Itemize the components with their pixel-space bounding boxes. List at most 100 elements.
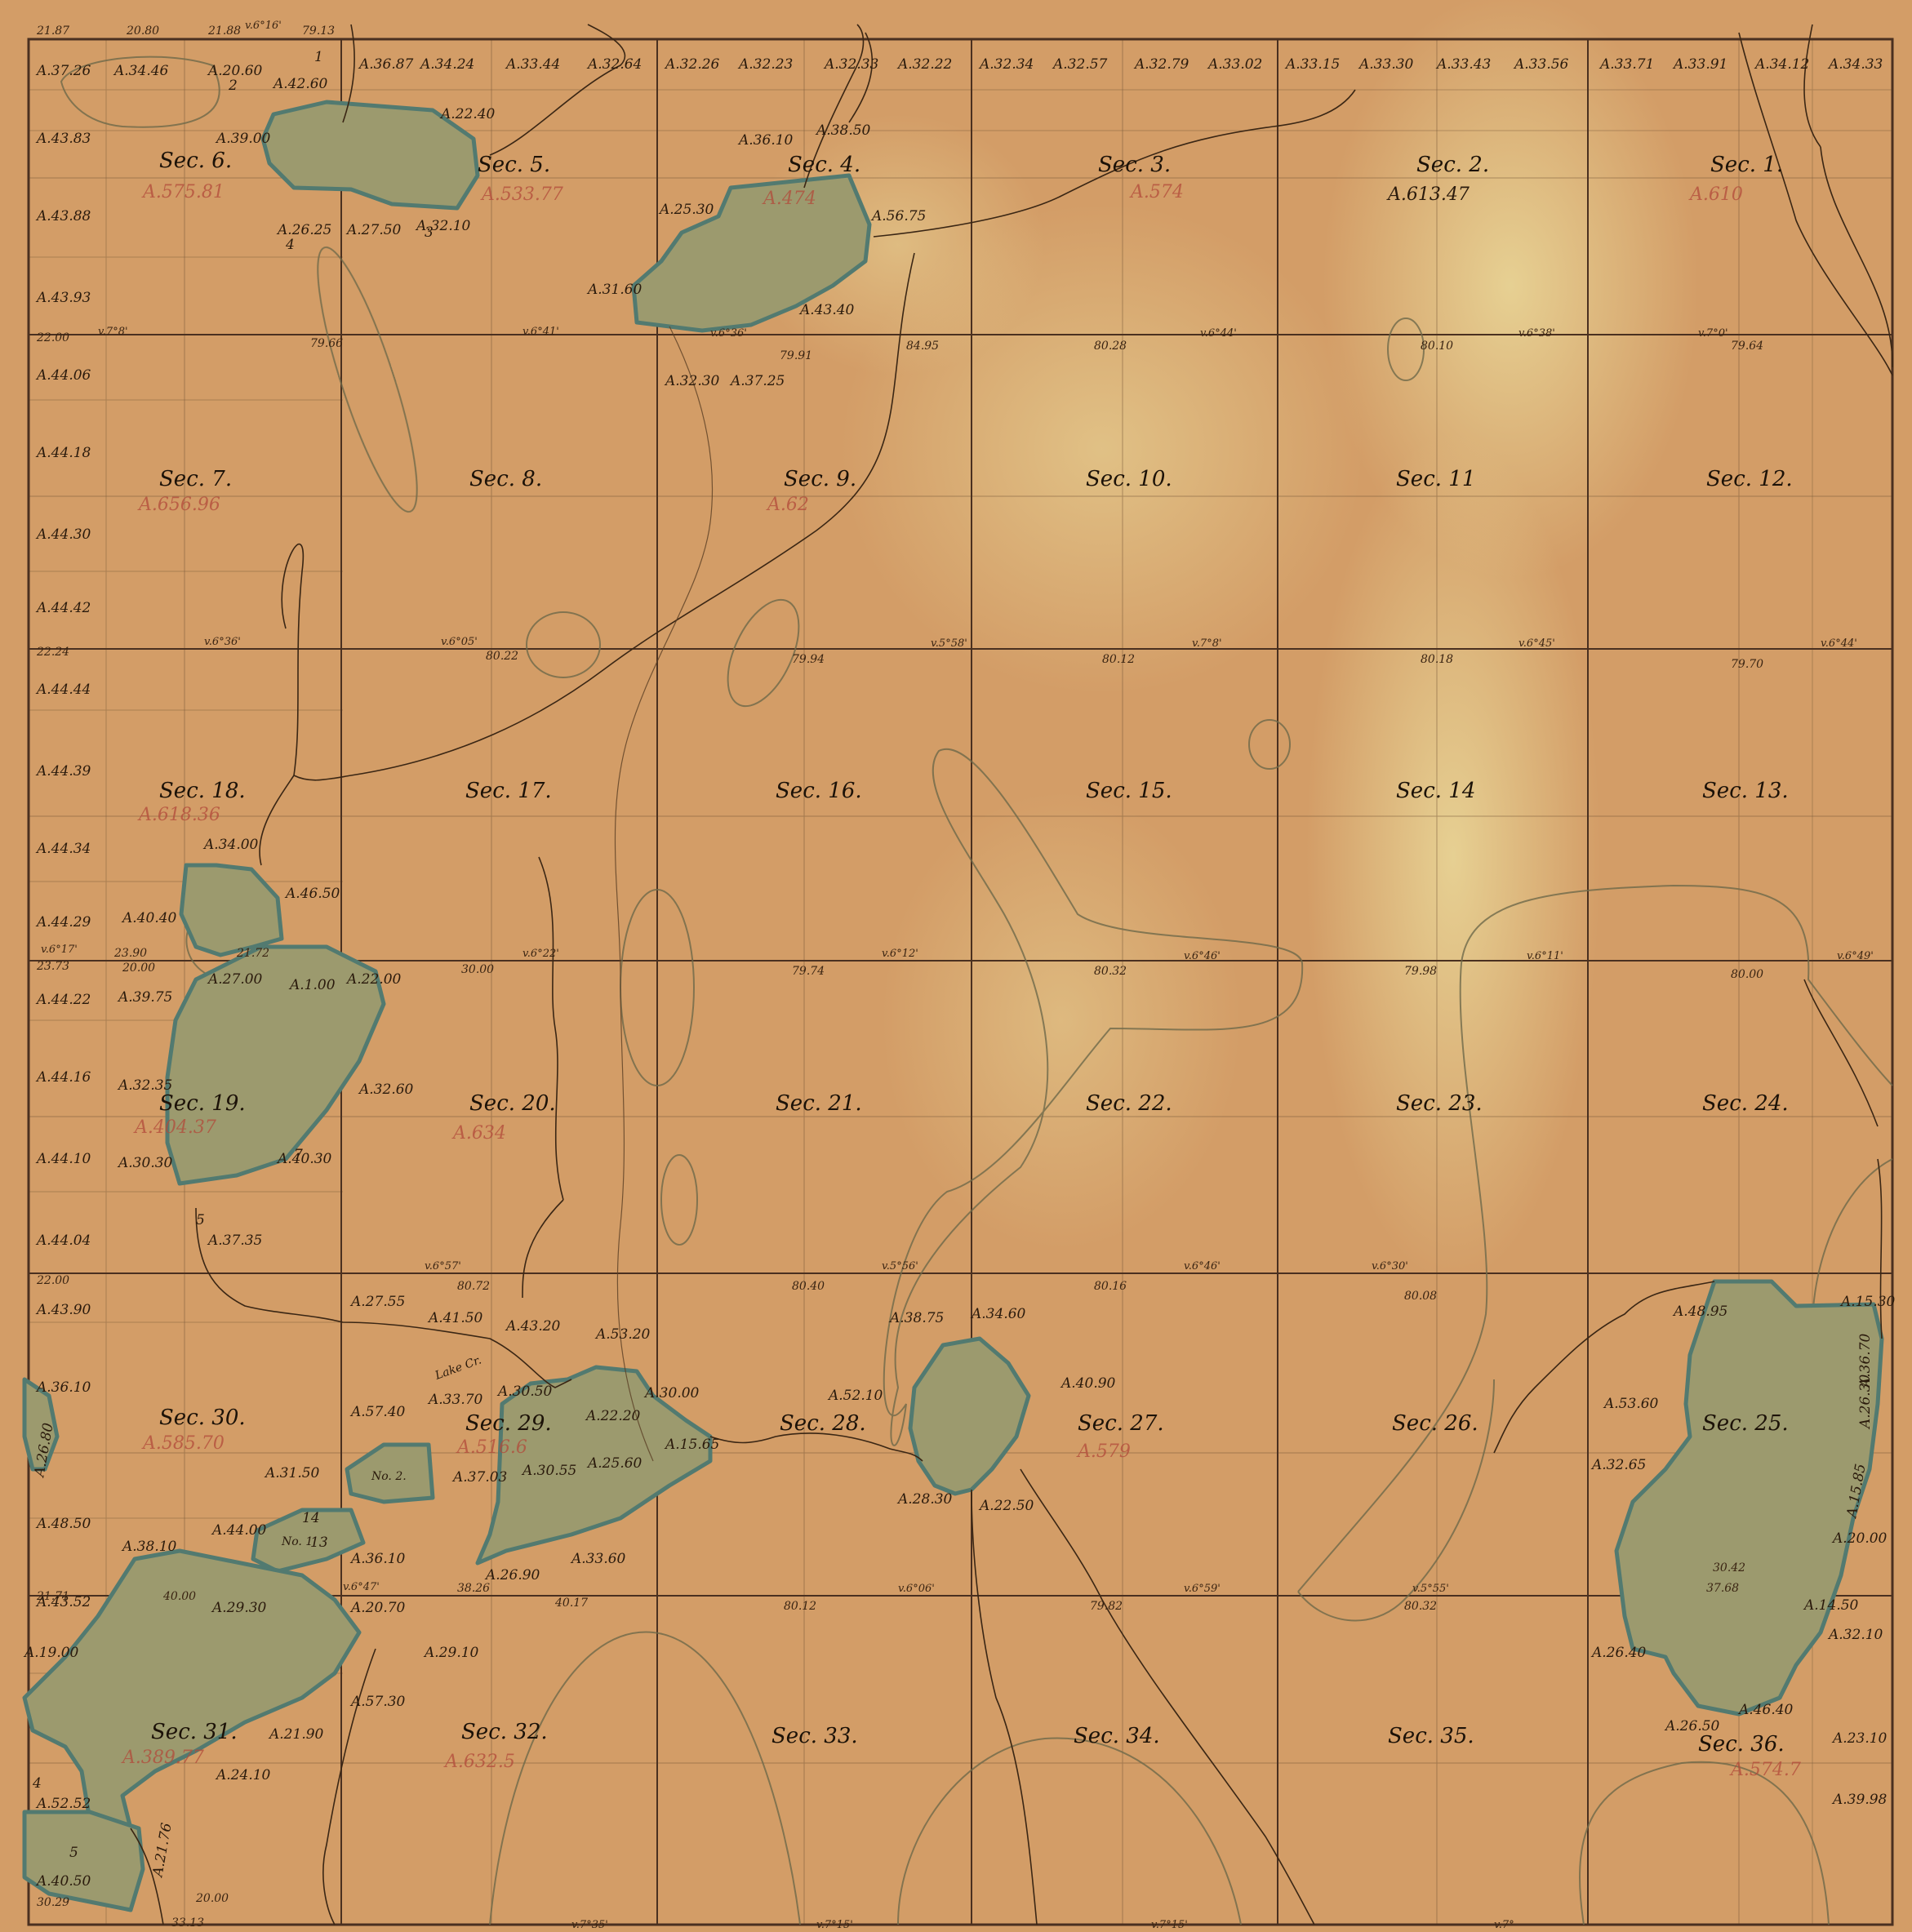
sec-label: Sec. 3. (1098, 153, 1171, 177)
svg-text:v.7°8': v.7°8' (1192, 637, 1222, 650)
svg-text:A.44.29: A.44.29 (35, 914, 91, 930)
variation-notes: v.6°16' v.7°8' v.6°41' v.6°36' v.6°44' v… (41, 20, 1874, 1931)
svg-text:A.15.30: A.15.30 (1839, 1294, 1896, 1310)
svg-text:v.6°46': v.6°46' (1184, 1260, 1221, 1272)
sec-label: Sec. 11 (1396, 467, 1475, 491)
svg-text:A.33.43: A.33.43 (1435, 56, 1491, 73)
svg-text:20.00: 20.00 (122, 962, 155, 975)
pond-label: No. 1 (281, 1535, 313, 1548)
lake-sec-31 (22, 1548, 362, 1847)
svg-text:A.40.90: A.40.90 (1060, 1375, 1116, 1392)
svg-text:A.1.00: A.1.00 (288, 977, 336, 993)
sec-label: Sec. 13. (1702, 779, 1789, 803)
sec-label: Sec. 28. (780, 1411, 866, 1436)
svg-text:A.32.10: A.32.10 (415, 218, 471, 234)
svg-text:2: 2 (228, 78, 238, 94)
sec-area: A.389.77 (121, 1748, 204, 1768)
sec-area: A.574 (1129, 182, 1184, 202)
svg-text:7: 7 (294, 1147, 303, 1163)
svg-text:A.44.44: A.44.44 (35, 682, 91, 698)
svg-text:A.20.00: A.20.00 (1831, 1530, 1888, 1547)
sec-label: Sec. 35. (1388, 1724, 1474, 1748)
svg-text:A.41.50: A.41.50 (427, 1310, 483, 1326)
sec-label: Sec. 32. (461, 1720, 548, 1744)
svg-text:A.25.60: A.25.60 (586, 1455, 643, 1472)
sec-label: Sec. 21. (776, 1091, 862, 1116)
svg-text:A.27.50: A.27.50 (345, 222, 402, 238)
svg-text:A.52.10: A.52.10 (827, 1388, 883, 1404)
svg-text:A.27.55: A.27.55 (349, 1294, 405, 1310)
svg-text:A.42.60: A.42.60 (272, 76, 328, 92)
svg-text:v.5°56': v.5°56' (882, 1260, 918, 1272)
svg-text:A.44.06: A.44.06 (35, 367, 91, 384)
svg-text:A.22.20: A.22.20 (585, 1408, 641, 1424)
svg-text:A.37.03: A.37.03 (451, 1469, 507, 1486)
sec-label: Sec. 8. (469, 467, 542, 491)
svg-text:v.6°45': v.6°45' (1518, 637, 1555, 650)
lakes (22, 100, 1884, 1912)
sec-label: Sec. 14 (1396, 779, 1475, 803)
svg-text:A.20.60: A.20.60 (207, 63, 263, 79)
svg-text:79.91: 79.91 (780, 349, 812, 362)
svg-text:A.39.75: A.39.75 (117, 989, 172, 1006)
sec-label: Sec. 27. (1078, 1411, 1164, 1436)
svg-text:A.32.34: A.32.34 (978, 56, 1034, 73)
svg-text:4: 4 (285, 237, 295, 253)
svg-text:A.40.30: A.40.30 (276, 1151, 332, 1167)
svg-text:80.00: 80.00 (1731, 968, 1763, 981)
svg-text:A.38.50: A.38.50 (815, 122, 871, 139)
svg-text:v.6°47': v.6°47' (343, 1581, 380, 1593)
svg-text:79.82: 79.82 (1090, 1600, 1123, 1613)
svg-text:A.34.24: A.34.24 (419, 56, 474, 73)
svg-text:A.33.15: A.33.15 (1284, 56, 1340, 73)
svg-text:A.29.30: A.29.30 (211, 1600, 267, 1616)
svg-text:79.64: 79.64 (1731, 340, 1763, 353)
svg-text:v.5°55': v.5°55' (1412, 1583, 1449, 1595)
svg-text:80.12: 80.12 (1102, 653, 1135, 666)
svg-text:A.26.40: A.26.40 (1590, 1645, 1647, 1661)
svg-text:A.44.10: A.44.10 (35, 1151, 91, 1167)
svg-text:v.6°22': v.6°22' (522, 948, 559, 960)
svg-text:v.5°58': v.5°58' (931, 637, 967, 650)
svg-text:A.39.00: A.39.00 (215, 131, 271, 147)
svg-text:A.44.16: A.44.16 (35, 1069, 91, 1086)
svg-text:A.34.46: A.34.46 (113, 63, 169, 79)
svg-text:A.43.93: A.43.93 (35, 290, 91, 306)
sec-label: Sec. 19. (159, 1091, 246, 1116)
svg-text:3: 3 (425, 224, 434, 241)
svg-text:A.32.60: A.32.60 (358, 1081, 414, 1098)
svg-text:A.14.50: A.14.50 (1803, 1597, 1859, 1614)
svg-text:v.6°41': v.6°41' (522, 326, 559, 338)
svg-text:30.00: 30.00 (461, 963, 494, 976)
lake-west-edge (22, 1377, 60, 1472)
svg-text:A.32.33: A.32.33 (823, 56, 878, 73)
sec-area: A.62 (766, 495, 809, 515)
svg-text:A.56.75: A.56.75 (870, 208, 926, 224)
svg-text:v.6°49': v.6°49' (1837, 950, 1874, 962)
svg-text:A.57.30: A.57.30 (349, 1694, 406, 1710)
svg-text:1: 1 (314, 49, 323, 65)
svg-text:80.12: 80.12 (784, 1600, 816, 1613)
svg-text:A.21.76: A.21.76 (149, 1822, 176, 1880)
svg-text:v.6°17': v.6°17' (41, 944, 78, 956)
svg-text:A.53.60: A.53.60 (1603, 1396, 1659, 1412)
sec-label: Sec. 18. (159, 779, 246, 803)
svg-text:A.43.88: A.43.88 (35, 208, 91, 224)
svg-text:A.32.64: A.32.64 (586, 56, 642, 73)
svg-text:A.26.90: A.26.90 (484, 1567, 540, 1583)
svg-text:A.32.35: A.32.35 (117, 1077, 172, 1094)
svg-text:22.24: 22.24 (36, 646, 69, 659)
sec-label: Sec. 1. (1710, 153, 1783, 177)
svg-text:v.7°15': v.7°15' (1151, 1919, 1188, 1931)
interior-acres: A.39.00 A.22.40 A.36.10 A.38.50 A.25.30 … (23, 106, 1794, 1880)
sec-label: Sec. 22. (1086, 1091, 1172, 1116)
svg-text:A.44.30: A.44.30 (35, 526, 91, 543)
svg-text:33.13: 33.13 (171, 1916, 204, 1930)
svg-text:v.7°35': v.7°35' (571, 1919, 608, 1931)
svg-text:80.16: 80.16 (1094, 1280, 1127, 1293)
svg-text:A.36.87: A.36.87 (358, 56, 414, 73)
svg-text:20.80: 20.80 (126, 24, 159, 38)
svg-text:4: 4 (32, 1775, 42, 1792)
svg-text:A.44.00: A.44.00 (211, 1522, 267, 1539)
